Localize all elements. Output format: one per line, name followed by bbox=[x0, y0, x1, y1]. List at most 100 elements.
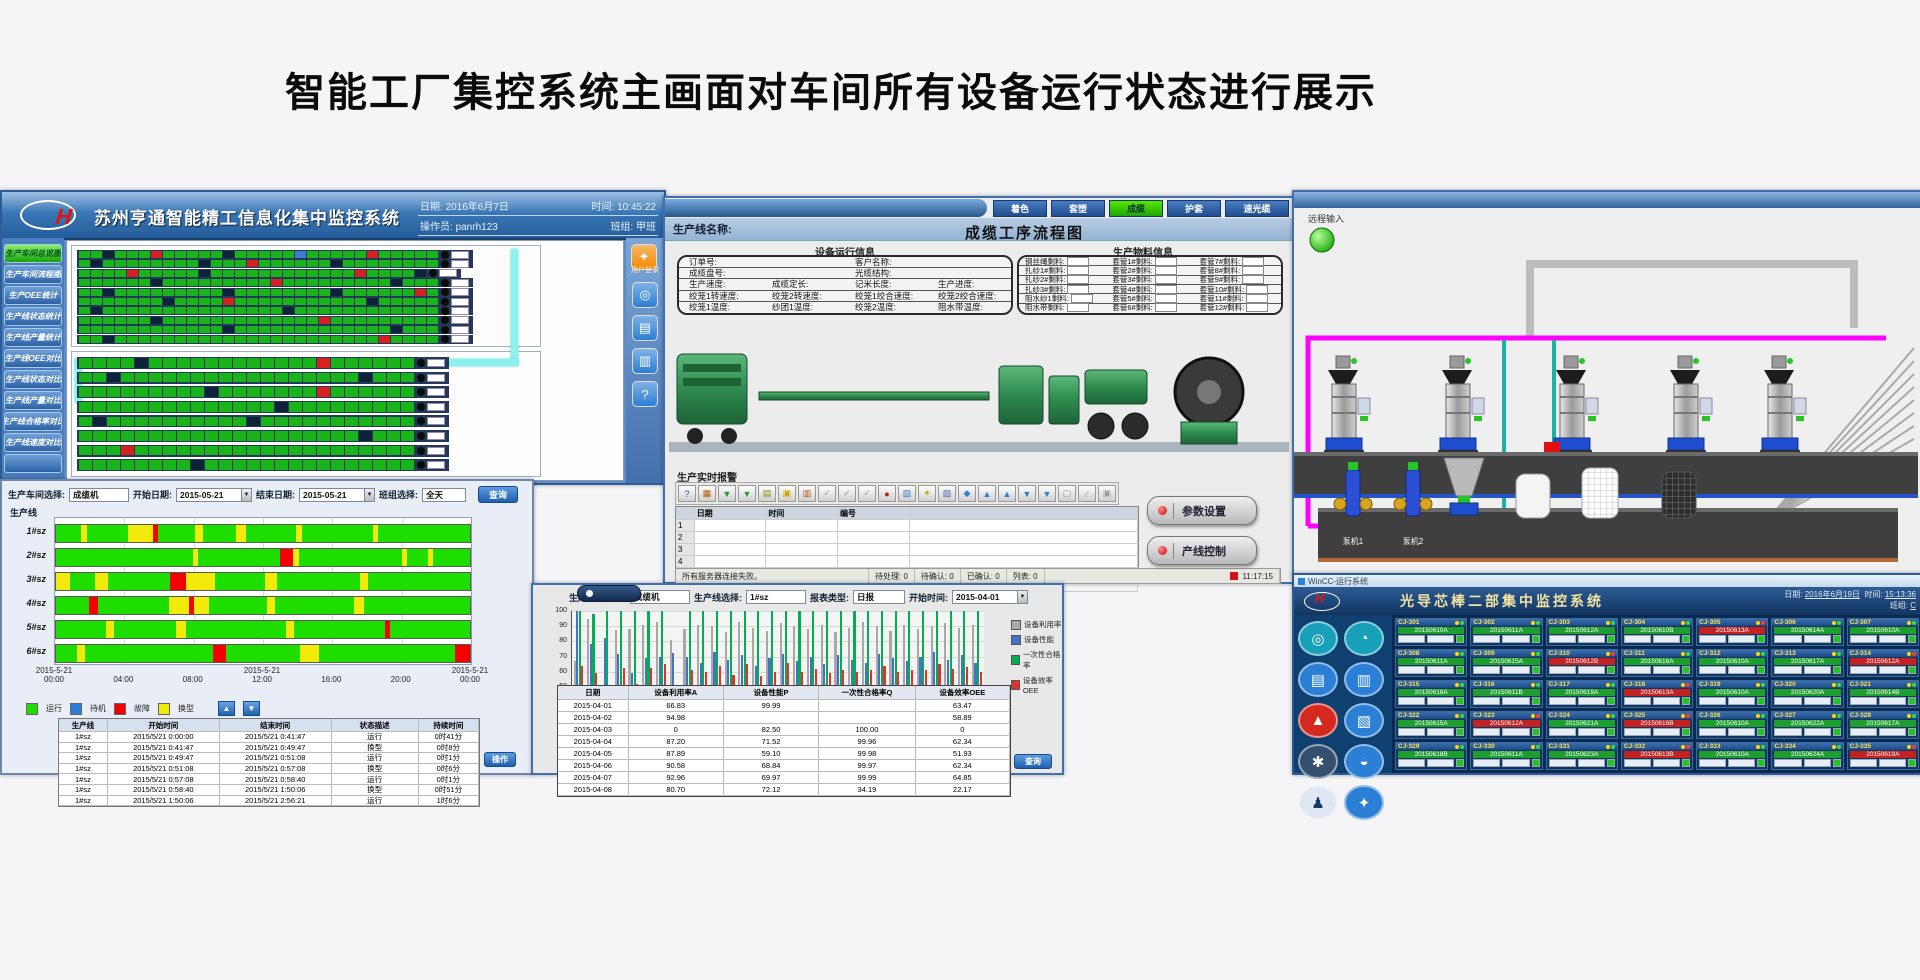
weigh-hopper[interactable] bbox=[1443, 457, 1485, 516]
equipment-card-CJ-316[interactable]: CJ-316 20150611B bbox=[1470, 680, 1543, 708]
mesh-tank-light[interactable] bbox=[1581, 467, 1619, 519]
gantt-filter-value-4[interactable]: 全天 bbox=[422, 487, 466, 502]
horn-icon[interactable]: ● bbox=[878, 485, 896, 502]
equipment-card-CJ-329[interactable]: CJ-329 20150618B bbox=[1395, 742, 1468, 770]
report-icon[interactable]: ▤ bbox=[632, 315, 658, 341]
equipment-card-CJ-333[interactable]: CJ-333 20150610A bbox=[1696, 742, 1769, 770]
user-icon[interactable]: ♟ bbox=[1298, 785, 1338, 820]
alarm-icon[interactable]: ▲ bbox=[1298, 703, 1338, 738]
dosing-station-2[interactable] bbox=[1438, 355, 1485, 455]
stats-icon[interactable]: ▥ bbox=[798, 485, 816, 502]
trend-icon[interactable]: ▥ bbox=[632, 348, 658, 374]
equipment-card-CJ-318[interactable]: CJ-318 20150613A bbox=[1620, 680, 1694, 708]
equipment-card-CJ-334[interactable]: CJ-334 20150624A bbox=[1771, 742, 1844, 770]
search-icon[interactable]: ◎ bbox=[632, 282, 658, 308]
equipment-card-CJ-315[interactable]: CJ-315 20150618A bbox=[1395, 680, 1468, 708]
line-control-button[interactable]: 产线控制 bbox=[1147, 536, 1257, 565]
pen-icon[interactable]: ∕ bbox=[1078, 485, 1096, 502]
help-icon[interactable]: ? bbox=[678, 485, 696, 502]
sidebar-item-7[interactable]: 生产线状态对比 bbox=[4, 370, 62, 389]
panel-e-home-button[interactable] bbox=[577, 585, 641, 602]
equipment-card-CJ-301[interactable]: CJ-301 20150610A bbox=[1395, 618, 1468, 646]
scroll-up-button[interactable]: ▲ bbox=[218, 701, 235, 716]
gantt-filter-value-1[interactable]: 成缆机 bbox=[69, 487, 129, 502]
equipment-card-CJ-332[interactable]: CJ-332 20150613B bbox=[1620, 742, 1694, 770]
equipment-card-CJ-314[interactable]: CJ-314 20150612A bbox=[1846, 649, 1919, 677]
first-icon[interactable]: ▲ bbox=[978, 485, 996, 502]
wincc-titlebar[interactable]: WinCC-运行系统 bbox=[1294, 575, 1920, 587]
key-icon[interactable]: ✦ bbox=[1344, 785, 1384, 820]
oee-query-button[interactable]: 查询 bbox=[1014, 754, 1052, 769]
process-tab-1[interactable]: 着色 bbox=[993, 199, 1047, 217]
sidebar-item-3[interactable]: 生产OEE统计 bbox=[4, 286, 62, 305]
sidebar-item-5[interactable]: 生产线产量统计 bbox=[4, 328, 62, 347]
key-icon[interactable]: ✦ bbox=[918, 485, 936, 502]
equipment-card-CJ-310[interactable]: CJ-310 20150612B bbox=[1545, 649, 1618, 677]
dropdown-arrow-icon[interactable]: ▼ bbox=[242, 487, 252, 502]
gantt-filter-value-3[interactable]: 2015-05-21 bbox=[299, 487, 365, 502]
equipment-card-CJ-312[interactable]: CJ-312 20150610A bbox=[1696, 649, 1769, 677]
bar-chart-icon[interactable]: ▥ bbox=[1344, 662, 1384, 697]
equipment-card-CJ-330[interactable]: CJ-330 20150611A bbox=[1470, 742, 1543, 770]
export-icon[interactable]: ▼ bbox=[738, 485, 756, 502]
dosing-station-5[interactable] bbox=[1760, 355, 1807, 455]
dosing-station-4[interactable] bbox=[1666, 355, 1713, 455]
lock-icon[interactable]: ▣ bbox=[778, 485, 796, 502]
equipment-card-CJ-305[interactable]: CJ-305 20150613A bbox=[1696, 618, 1769, 646]
sidebar-item-8[interactable]: 生产线产量对比 bbox=[4, 391, 62, 410]
equipment-card-CJ-324[interactable]: CJ-324 20150621A bbox=[1545, 711, 1618, 739]
mixing-tank[interactable] bbox=[1515, 473, 1551, 519]
process-tab-3[interactable]: 成缆 bbox=[1109, 199, 1163, 217]
prev-icon[interactable]: ▲ bbox=[998, 485, 1016, 502]
oee-filter-value-4[interactable]: 2015-04-01 bbox=[952, 590, 1018, 604]
filter-icon[interactable]: ◆ bbox=[958, 485, 976, 502]
equipment-card-CJ-307[interactable]: CJ-307 20150610A bbox=[1846, 618, 1919, 646]
equipment-card-CJ-309[interactable]: CJ-309 20150615A bbox=[1470, 649, 1543, 677]
param-setting-button[interactable]: 参数设置 bbox=[1147, 496, 1257, 525]
sheet-icon[interactable]: ▢ bbox=[1058, 485, 1076, 502]
remote-input-lamp[interactable] bbox=[1309, 227, 1335, 253]
document-icon[interactable]: ▧ bbox=[1344, 703, 1384, 738]
sidebar-item-4[interactable]: 生产线状态统计 bbox=[4, 307, 62, 326]
note-icon[interactable]: ▧ bbox=[898, 485, 916, 502]
equipment-card-CJ-328[interactable]: CJ-328 20150617A bbox=[1846, 711, 1919, 739]
gantt-filter-value-2[interactable]: 2015-05-21 bbox=[176, 487, 242, 502]
print-icon[interactable]: ▨ bbox=[938, 485, 956, 502]
gear-icon[interactable]: ✱ bbox=[1298, 744, 1338, 779]
equipment-card-CJ-335[interactable]: CJ-335 20150619A bbox=[1846, 742, 1919, 770]
equipment-card-CJ-331[interactable]: CJ-331 20150623A bbox=[1545, 742, 1618, 770]
equipment-card-CJ-323[interactable]: CJ-323 20150612A bbox=[1470, 711, 1543, 739]
dropdown-arrow-icon[interactable]: ▼ bbox=[1018, 590, 1028, 604]
lock2-icon[interactable]: ▣ bbox=[1098, 485, 1116, 502]
process-tab-4[interactable]: 护套 bbox=[1167, 199, 1221, 217]
save-icon[interactable]: ▼ bbox=[718, 485, 736, 502]
sidebar-item-10[interactable]: 生产线速度对比 bbox=[4, 433, 62, 452]
sidebar-item-6[interactable]: 生产线OEE对比 bbox=[4, 349, 62, 368]
ack-icon[interactable]: ✓ bbox=[818, 485, 836, 502]
dropdown-arrow-icon[interactable]: ▼ bbox=[365, 487, 375, 502]
sidebar-item-2[interactable]: 生产车间流程图 bbox=[4, 265, 62, 284]
sidebar-item-11[interactable] bbox=[4, 454, 62, 473]
confirm-icon[interactable]: ✓ bbox=[858, 485, 876, 502]
help-icon[interactable]: ? bbox=[632, 381, 658, 407]
equipment-card-CJ-304[interactable]: CJ-304 20150610B bbox=[1620, 618, 1694, 646]
last-icon[interactable]: ▼ bbox=[1038, 485, 1056, 502]
sidebar-item-1[interactable]: 生产车间总览图 bbox=[4, 244, 62, 263]
equipment-card-CJ-327[interactable]: CJ-327 20150622A bbox=[1771, 711, 1844, 739]
process-tab-2[interactable]: 套塑 bbox=[1051, 199, 1105, 217]
equipment-card-CJ-313[interactable]: CJ-313 20150617A bbox=[1771, 649, 1844, 677]
equipment-card-CJ-319[interactable]: CJ-319 20150610A bbox=[1696, 680, 1769, 708]
equipment-card-CJ-302[interactable]: CJ-302 20150611A bbox=[1470, 618, 1543, 646]
sidebar-item-9[interactable]: 生产线合格率对比 bbox=[4, 412, 62, 431]
process-tab-5[interactable]: 速光缆 bbox=[1225, 199, 1289, 217]
equipment-card-CJ-326[interactable]: CJ-326 20150610A bbox=[1696, 711, 1769, 739]
equipment-card-CJ-322[interactable]: CJ-322 20150615A bbox=[1395, 711, 1468, 739]
dosing-station-3[interactable] bbox=[1552, 355, 1599, 455]
pump-2[interactable] bbox=[1393, 462, 1433, 517]
pump-1[interactable] bbox=[1333, 462, 1373, 517]
oee-filter-value-3[interactable]: 日报 bbox=[853, 590, 905, 604]
gauge-icon[interactable]: ◒ bbox=[1344, 744, 1384, 779]
gantt-action-button[interactable]: 操作 bbox=[484, 752, 516, 767]
equipment-card-CJ-325[interactable]: CJ-325 20150616B bbox=[1620, 711, 1694, 739]
equipment-card-CJ-317[interactable]: CJ-317 20150619A bbox=[1545, 680, 1618, 708]
